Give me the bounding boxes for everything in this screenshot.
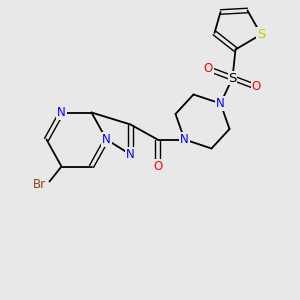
- Text: Br: Br: [32, 178, 46, 191]
- Text: O: O: [153, 160, 162, 173]
- Text: N: N: [102, 133, 111, 146]
- Text: O: O: [252, 80, 261, 94]
- Text: N: N: [216, 97, 225, 110]
- Text: N: N: [57, 106, 66, 119]
- Text: S: S: [228, 71, 237, 85]
- Text: O: O: [204, 62, 213, 76]
- Text: S: S: [257, 28, 265, 41]
- Text: N: N: [180, 133, 189, 146]
- Text: N: N: [126, 148, 135, 161]
